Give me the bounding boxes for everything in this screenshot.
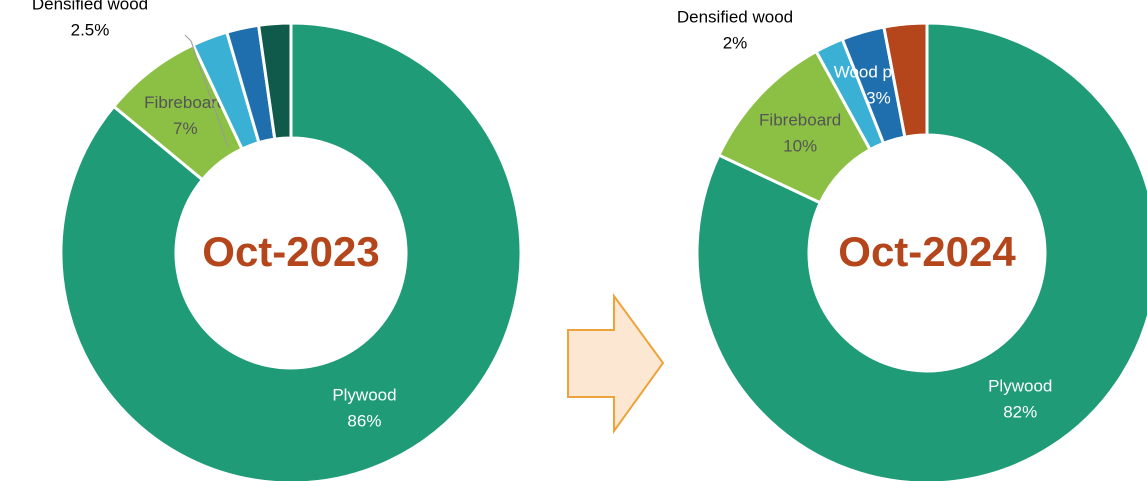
value-label: 7% bbox=[173, 119, 198, 138]
segment-label: Fibreboard bbox=[759, 110, 841, 129]
donut-segment bbox=[59, 21, 523, 481]
segment-label: Plywood bbox=[332, 386, 396, 405]
chart-title: Oct-2023 bbox=[202, 228, 379, 275]
donut-segment bbox=[695, 21, 1147, 481]
segment-label: Plywood bbox=[988, 376, 1052, 395]
value-label: 2% bbox=[723, 33, 748, 52]
chart-title: Oct-2024 bbox=[838, 228, 1016, 275]
segment-label: Densified wood bbox=[677, 7, 793, 26]
donut-segment bbox=[882, 21, 929, 139]
donut-segment bbox=[256, 21, 293, 141]
value-label: 2.5% bbox=[71, 20, 110, 39]
segment-label: Fibreboard bbox=[144, 93, 226, 112]
value-label: 82% bbox=[1003, 402, 1037, 421]
value-label: 3% bbox=[866, 88, 891, 107]
arrow bbox=[567, 292, 665, 435]
value-label: 10% bbox=[783, 136, 817, 155]
leader-line bbox=[184, 34, 229, 148]
value-label: 86% bbox=[347, 412, 381, 431]
segment-label: Densified wood bbox=[32, 0, 148, 13]
